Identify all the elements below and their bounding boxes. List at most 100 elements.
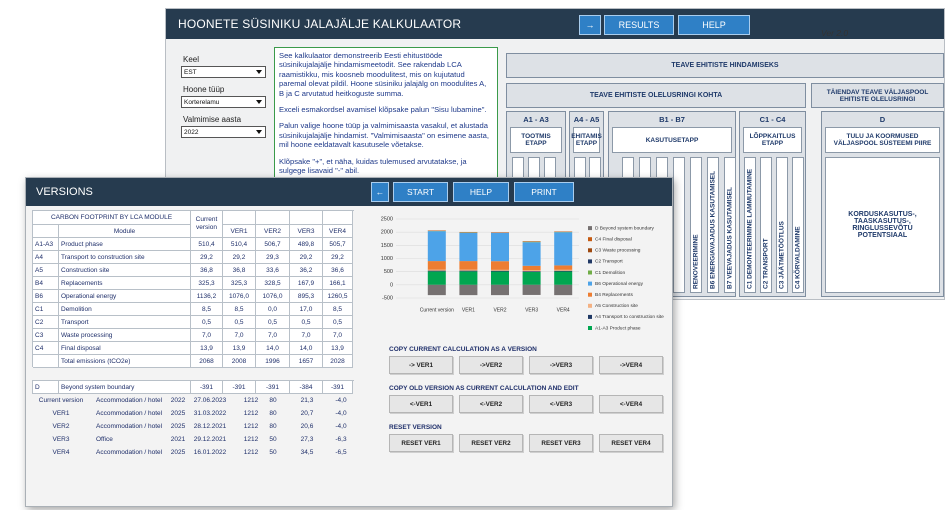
history-cell: 80	[269, 397, 277, 404]
stage-code: C1 - C4	[759, 114, 786, 124]
value-cell: 510,4	[223, 238, 256, 251]
action-button[interactable]: <-VER1	[389, 395, 453, 413]
history-cell: Office	[96, 436, 113, 443]
module-strip: C4 KÕRVALDAMINE	[792, 157, 804, 293]
field-label: Valmimise aasta	[183, 114, 242, 124]
action-button[interactable]: ->VER2	[459, 356, 523, 374]
history-cell: 80	[269, 410, 277, 417]
y-tick-label: 2000	[381, 230, 393, 236]
action-button[interactable]: ->VER3	[529, 356, 593, 374]
value-cell: 14,0	[290, 342, 323, 355]
value-cell: 0,5	[223, 316, 256, 329]
bar-segment	[522, 270, 541, 272]
value-cell: 7,0	[323, 329, 353, 342]
value-cell: 2008	[223, 355, 256, 368]
history-cell: Accommodation / hotel	[96, 423, 163, 430]
history-cell: 50	[269, 449, 277, 456]
x-tick-label: Current version	[420, 307, 454, 313]
action-button[interactable]: <-VER3	[529, 395, 593, 413]
action-button[interactable]: -> VER1	[389, 356, 453, 374]
nav-button[interactable]: →	[579, 15, 601, 35]
history-cell: 2022	[170, 397, 186, 404]
diagram-header: TEAVE EHITISTE OLELUSRINGI KOHTA	[506, 83, 806, 108]
value-cell: 17,0	[290, 303, 323, 316]
module-code: C2	[33, 316, 59, 329]
header-cell	[223, 211, 256, 225]
history-cell: 28.12.2021	[193, 423, 227, 430]
value-cell: 1260,5	[323, 290, 353, 303]
module-strip: RENOVEERIMINE	[690, 157, 702, 293]
value-cell: 2028	[323, 355, 353, 368]
nav-button[interactable]: RESULTS	[604, 15, 674, 35]
stage-name: TULU JA KOORMUSED VÄLJASPOOL SÜSTEEMI PI…	[825, 127, 940, 153]
table-caption: CARBON FOOTPRINT BY LCA MODULE	[33, 211, 191, 225]
diagram-header: TEAVE EHITISTE HINDAMISEKS	[506, 53, 944, 78]
module-code: A5	[33, 264, 59, 277]
bar-segment	[459, 284, 478, 296]
value-cell: 2068	[191, 355, 223, 368]
y-tick-label: 500	[384, 269, 393, 275]
legend-label: D Beyond system boundary	[595, 225, 655, 231]
dropdown[interactable]: 2022	[181, 126, 266, 138]
value-cell: 0,5	[290, 316, 323, 329]
dropdown[interactable]: Korterelamu	[181, 96, 266, 108]
value-cell: 0,5	[323, 316, 353, 329]
bar-segment	[554, 232, 573, 266]
action-button[interactable]: RESET VER1	[389, 434, 453, 452]
legend-swatch	[588, 237, 592, 242]
nav-button[interactable]: ←	[371, 182, 389, 202]
column-header: Module	[59, 225, 191, 238]
module-code: C3	[33, 329, 59, 342]
action-button[interactable]: RESET VER2	[459, 434, 523, 452]
history-cell: 1212	[243, 423, 259, 430]
dropdown-value: Korterelamu	[184, 98, 220, 106]
nav-button[interactable]: HELP	[453, 182, 509, 202]
history-cell: VER2	[52, 423, 70, 430]
action-button[interactable]: RESET VER4	[599, 434, 663, 452]
value-cell: 7,0	[191, 329, 223, 342]
bar-segment	[491, 284, 509, 296]
value-cell: 7,0	[256, 329, 290, 342]
value-cell: 505,7	[323, 238, 353, 251]
value-cell: -391	[223, 381, 256, 394]
history-cell: Current version	[38, 397, 84, 404]
history-cell: -4,0	[335, 397, 347, 404]
action-button[interactable]: RESET VER3	[529, 434, 593, 452]
intro-paragraph: See kalkulaator demonstreerib Eesti ehit…	[279, 51, 487, 98]
nav-button[interactable]: START	[393, 182, 448, 202]
value-cell: 325,3	[191, 277, 223, 290]
action-button[interactable]: ->VER4	[599, 356, 663, 374]
action-button[interactable]: <-VER4	[599, 395, 663, 413]
module-box: KORDUSKASUTUS-, TAASKASUTUS-, RINGLUSSEV…	[825, 157, 940, 293]
history-cell: VER1	[52, 410, 70, 417]
value-cell: 1657	[290, 355, 323, 368]
dropdown[interactable]: EST	[181, 66, 266, 78]
history-cell: 16.01.2022	[193, 449, 227, 456]
history-cell: 80	[269, 423, 277, 430]
nav-button[interactable]: PRINT	[514, 182, 574, 202]
history-cell: 34,5	[300, 449, 314, 456]
module-code: A1-A3	[33, 238, 59, 251]
value-cell: -391	[191, 381, 223, 394]
value-cell: 13,9	[191, 342, 223, 355]
legend-label: B6 Operational energy	[595, 281, 644, 287]
total-cell	[33, 355, 59, 368]
column-header: VER4	[323, 225, 353, 238]
results-chart: -500 0 500 1000 1500 2000 2500 Current version V…	[381, 216, 664, 331]
value-cell: 328,5	[256, 277, 290, 290]
module-label: RENOVEERIMINE	[692, 234, 700, 289]
module-name: Transport	[59, 316, 191, 329]
module-strip: C3 JÄÄTMETÖÖTLUS	[776, 157, 788, 293]
nav-button[interactable]: HELP	[678, 15, 750, 35]
history-cell: Accommodation / hotel	[96, 449, 163, 456]
legend-swatch	[588, 292, 592, 297]
value-cell: 13,9	[223, 342, 256, 355]
value-cell: 36,8	[223, 264, 256, 277]
module-strip	[673, 157, 685, 293]
module-label: C1 DEMONTEERIMINE LAMMUTAMINE	[746, 168, 754, 289]
module-code: C1	[33, 303, 59, 316]
history-cell: 27.06.2023	[193, 397, 227, 404]
legend-label: A1-A3 Product phase	[595, 325, 641, 331]
bar-segment	[522, 271, 541, 285]
action-button[interactable]: <-VER2	[459, 395, 523, 413]
